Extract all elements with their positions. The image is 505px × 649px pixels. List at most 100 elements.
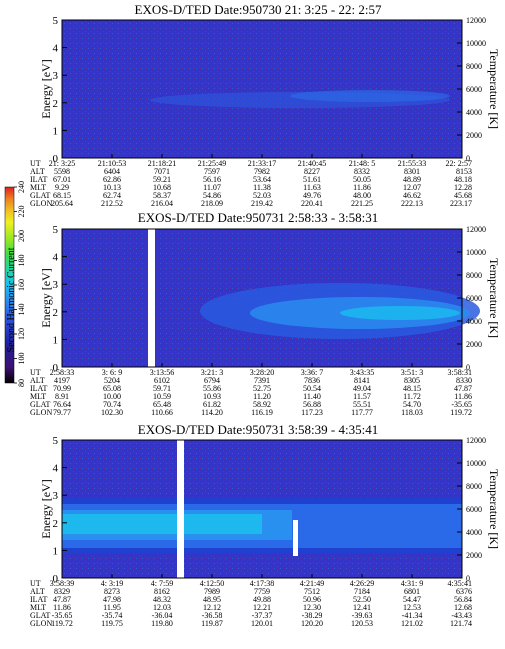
- colorbar-tick-label: 100: [17, 353, 26, 365]
- y-tick-label-right: 10000: [466, 459, 486, 468]
- y-tick-label: 0: [53, 153, 59, 165]
- panel-3: EXOS-D/TED Date:950731 3:58:39 - 4:35:41…: [30, 422, 501, 628]
- table-row-label: UT: [30, 159, 41, 168]
- table-cell: 55.86: [203, 384, 221, 393]
- table-cell: 48.00: [353, 191, 371, 200]
- table-cell: 8301: [404, 167, 420, 176]
- table-cell: 3: 6: 9: [102, 368, 122, 377]
- y-tick-label-right: 4000: [466, 317, 482, 326]
- data-gap: [293, 520, 298, 556]
- table-cell: 48.95: [203, 595, 221, 604]
- y-tick-label: 3: [53, 279, 59, 291]
- table-cell: 56.16: [203, 175, 221, 184]
- table-cell: 65.08: [103, 384, 121, 393]
- table-cell: 212.52: [101, 199, 123, 208]
- y-axis-label: Energy [eV]: [39, 268, 53, 327]
- table-cell: 117.23: [301, 408, 323, 417]
- table-cell: 120.20: [301, 619, 323, 628]
- y-tick-label: 2: [53, 518, 59, 530]
- table-cell: 21:10:53: [98, 159, 126, 168]
- table-row-label: ILAT: [30, 175, 47, 184]
- colorbar-tick-label: 180: [17, 255, 26, 267]
- table-cell: 70.74: [103, 400, 121, 409]
- table-cell: 52.03: [253, 191, 271, 200]
- table-cell: 52.75: [253, 384, 271, 393]
- table-cell: 3:58:31: [448, 368, 472, 377]
- table-cell: 11.86: [353, 183, 371, 192]
- y-tick-label: 3: [53, 70, 59, 82]
- table-row-label: MLT: [30, 392, 46, 401]
- table-cell: 11.57: [353, 392, 371, 401]
- table-cell: 8141: [354, 376, 370, 385]
- y-tick-label-right: 6000: [466, 294, 482, 303]
- table-cell: 220.41: [301, 199, 323, 208]
- table-cell: 3:58:39: [50, 579, 74, 588]
- table-cell: 49.04: [353, 384, 371, 393]
- table-cell: 11.72: [403, 392, 421, 401]
- table-cell: 114.20: [201, 408, 223, 417]
- colorbar-label: Second Harmonic Current: [6, 247, 17, 352]
- table-cell: 11.07: [203, 183, 221, 192]
- table-cell: 7836: [304, 376, 320, 385]
- table-cell: 5204: [104, 376, 120, 385]
- table-cell: -36.58: [202, 611, 223, 620]
- table-cell: 119.72: [51, 619, 73, 628]
- y-axis-label-right: Temperature [K]: [487, 258, 501, 338]
- table-cell: 4:17:38: [250, 579, 274, 588]
- y-tick-label-right: 4000: [466, 108, 482, 117]
- y-tick-label-right: 8000: [466, 271, 482, 280]
- table-cell: 3:13:56: [150, 368, 174, 377]
- table-cell: 68.15: [53, 191, 71, 200]
- table-row-label: UT: [30, 368, 41, 377]
- table-cell: 61.82: [203, 400, 221, 409]
- table-cell: -35.74: [102, 611, 123, 620]
- table-cell: 8227: [304, 167, 320, 176]
- y-tick-label-right: 10000: [466, 39, 486, 48]
- y-tick-label: 4: [53, 43, 59, 55]
- orbit-info-table: UT 21: 3:25 21:10:53 21:18:21 21:25:49 21:33:…: [30, 154, 472, 208]
- table-cell: -35.65: [52, 611, 73, 620]
- table-cell: 12.07: [403, 183, 421, 192]
- table-cell: 12.03: [153, 603, 171, 612]
- y-tick-label-right: 12000: [466, 225, 486, 234]
- y-tick-label-right: 8000: [466, 62, 482, 71]
- table-cell: 205.64: [51, 199, 73, 208]
- table-cell: -39.63: [352, 611, 373, 620]
- data-gap: [148, 229, 155, 367]
- table-cell: 4:31: 9: [401, 579, 423, 588]
- table-row-label: GLON: [30, 619, 52, 628]
- table-cell: 6794: [204, 376, 220, 385]
- table-cell: 120.01: [251, 619, 273, 628]
- table-cell: 55.51: [353, 400, 371, 409]
- energy-band-feature: [62, 514, 262, 534]
- y-tick-label-right: 4000: [466, 528, 482, 537]
- table-cell: 4:12:50: [200, 579, 224, 588]
- table-row-label: ALT: [30, 376, 45, 385]
- orbit-info-table: UT 3:58:39 4: 3:19 4: 7:59 4:12:50 4:17:38 4:2…: [30, 574, 472, 628]
- y-ticks-right: 0 2000 4000 6000 8000 10000 12000: [457, 225, 486, 372]
- table-row-label: ILAT: [30, 384, 47, 393]
- table-cell: 70.99: [53, 384, 71, 393]
- y-tick-label-right: 12000: [466, 436, 486, 445]
- table-cell: 10.13: [103, 183, 121, 192]
- table-cell: 8273: [104, 587, 120, 596]
- table-cell: 21:55:33: [398, 159, 426, 168]
- data-gap: [177, 440, 184, 578]
- spectrogram-background: [62, 20, 462, 158]
- y-ticks-left: 0 1 2 3 4 5: [53, 15, 67, 165]
- table-cell: 117.77: [351, 408, 373, 417]
- table-cell: 48.89: [403, 175, 421, 184]
- panel-1: EXOS-D/TED Date:950730 21: 3:25 - 22: 2:…: [30, 2, 501, 208]
- colorbar-tick-label: 140: [17, 304, 26, 316]
- table-cell: 3:36: 7: [301, 368, 323, 377]
- table-cell: 21:25:49: [198, 159, 226, 168]
- table-cell: 56.88: [303, 400, 321, 409]
- y-tick-label-right: 0: [466, 363, 470, 372]
- table-cell: 58.37: [153, 191, 171, 200]
- table-row-label: MLT: [30, 603, 46, 612]
- y-tick-label: 1: [53, 545, 59, 557]
- table-cell: 8305: [404, 376, 420, 385]
- table-cell: 10.00: [103, 392, 121, 401]
- colorbar-tick-label: 200: [17, 230, 26, 242]
- table-cell: 21:33:17: [248, 159, 276, 168]
